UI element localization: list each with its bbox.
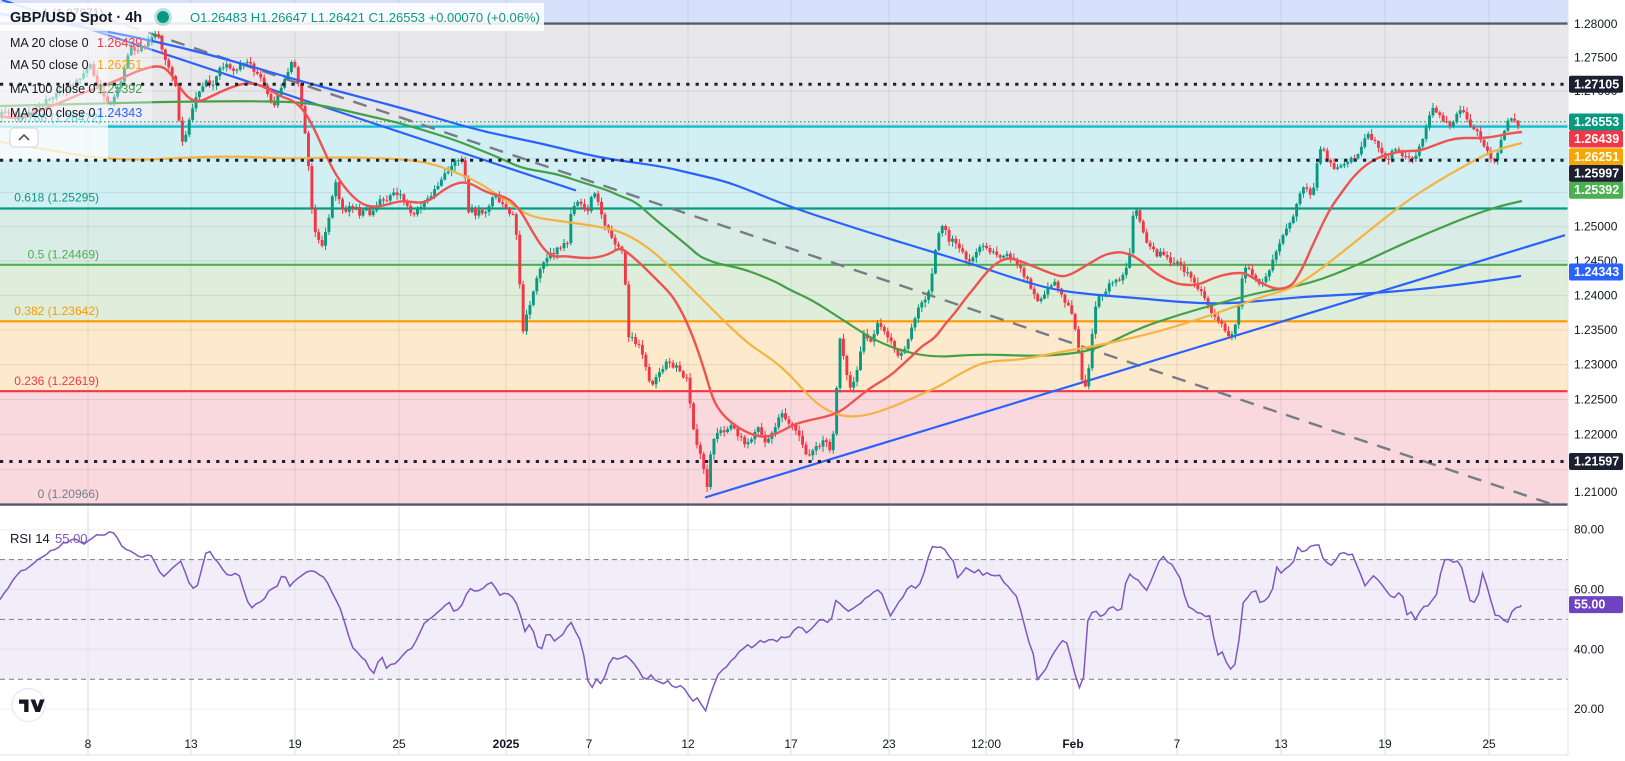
svg-text:MA 50 close 0: MA 50 close 0 bbox=[10, 58, 89, 72]
svg-text:0.236 (1.22619): 0.236 (1.22619) bbox=[14, 374, 99, 388]
svg-text:1.23500: 1.23500 bbox=[1574, 323, 1618, 337]
svg-text:1.25997: 1.25997 bbox=[1574, 167, 1619, 181]
svg-text:Feb: Feb bbox=[1062, 737, 1083, 751]
svg-text:MA 200 close 0: MA 200 close 0 bbox=[10, 106, 96, 120]
svg-text:17: 17 bbox=[784, 737, 798, 751]
svg-text:60.00: 60.00 bbox=[1574, 583, 1604, 597]
svg-text:19: 19 bbox=[288, 737, 302, 751]
svg-text:1.26439: 1.26439 bbox=[97, 36, 142, 50]
svg-text:23: 23 bbox=[882, 737, 896, 751]
svg-text:1.27105: 1.27105 bbox=[1574, 77, 1619, 91]
svg-text:80.00: 80.00 bbox=[1574, 523, 1604, 537]
svg-text:RSI 14: RSI 14 bbox=[10, 531, 50, 546]
svg-text:0.382 (1.23642): 0.382 (1.23642) bbox=[14, 304, 99, 318]
svg-text:1.23000: 1.23000 bbox=[1574, 358, 1618, 372]
svg-text:1.26553: 1.26553 bbox=[1574, 115, 1619, 129]
svg-text:0.618 (1.25295): 0.618 (1.25295) bbox=[14, 191, 99, 205]
svg-text:1.24343: 1.24343 bbox=[1574, 265, 1619, 279]
svg-text:13: 13 bbox=[1274, 737, 1288, 751]
svg-text:MA 100 close 0: MA 100 close 0 bbox=[10, 82, 96, 96]
svg-text:20.00: 20.00 bbox=[1574, 702, 1604, 716]
svg-text:1.22000: 1.22000 bbox=[1574, 428, 1618, 442]
svg-text:1.24000: 1.24000 bbox=[1574, 288, 1618, 302]
svg-text:1.24343: 1.24343 bbox=[97, 106, 142, 120]
svg-text:0 (1.20966): 0 (1.20966) bbox=[38, 487, 99, 501]
svg-text:1.26439: 1.26439 bbox=[1574, 132, 1619, 146]
svg-text:1.22500: 1.22500 bbox=[1574, 393, 1618, 407]
svg-text:40.00: 40.00 bbox=[1574, 642, 1604, 656]
svg-text:8: 8 bbox=[85, 737, 92, 751]
svg-text:O1.26483 H1.26647 L1.26421 C1.: O1.26483 H1.26647 L1.26421 C1.26553 +0.0… bbox=[190, 10, 540, 25]
svg-text:1.26251: 1.26251 bbox=[1574, 150, 1619, 164]
svg-text:1.28000: 1.28000 bbox=[1574, 17, 1618, 31]
svg-text:12: 12 bbox=[681, 737, 695, 751]
svg-text:1.21000: 1.21000 bbox=[1574, 485, 1618, 499]
svg-text:25: 25 bbox=[1482, 737, 1496, 751]
svg-text:7: 7 bbox=[586, 737, 593, 751]
svg-text:GBP/USD Spot · 4h: GBP/USD Spot · 4h bbox=[10, 10, 142, 26]
svg-text:12:00: 12:00 bbox=[971, 737, 1001, 751]
svg-text:55.00: 55.00 bbox=[55, 531, 88, 546]
svg-text:7: 7 bbox=[1174, 737, 1181, 751]
svg-text:55.00: 55.00 bbox=[1574, 598, 1605, 612]
svg-text:1.25392: 1.25392 bbox=[1574, 183, 1619, 197]
svg-text:25: 25 bbox=[392, 737, 406, 751]
svg-text:2025: 2025 bbox=[493, 737, 520, 751]
svg-text:1.26251: 1.26251 bbox=[97, 58, 142, 72]
svg-text:1.27500: 1.27500 bbox=[1574, 50, 1618, 64]
svg-text:13: 13 bbox=[184, 737, 198, 751]
svg-text:MA 20 close 0: MA 20 close 0 bbox=[10, 36, 89, 50]
svg-text:1.25000: 1.25000 bbox=[1574, 220, 1618, 234]
svg-text:1 (1.27871): 1 (1.27871) bbox=[42, 6, 103, 20]
svg-text:19: 19 bbox=[1378, 737, 1392, 751]
svg-text:0.5 (1.24469): 0.5 (1.24469) bbox=[28, 248, 99, 262]
svg-text:1.21597: 1.21597 bbox=[1574, 455, 1619, 469]
svg-text:1.25392: 1.25392 bbox=[97, 82, 142, 96]
